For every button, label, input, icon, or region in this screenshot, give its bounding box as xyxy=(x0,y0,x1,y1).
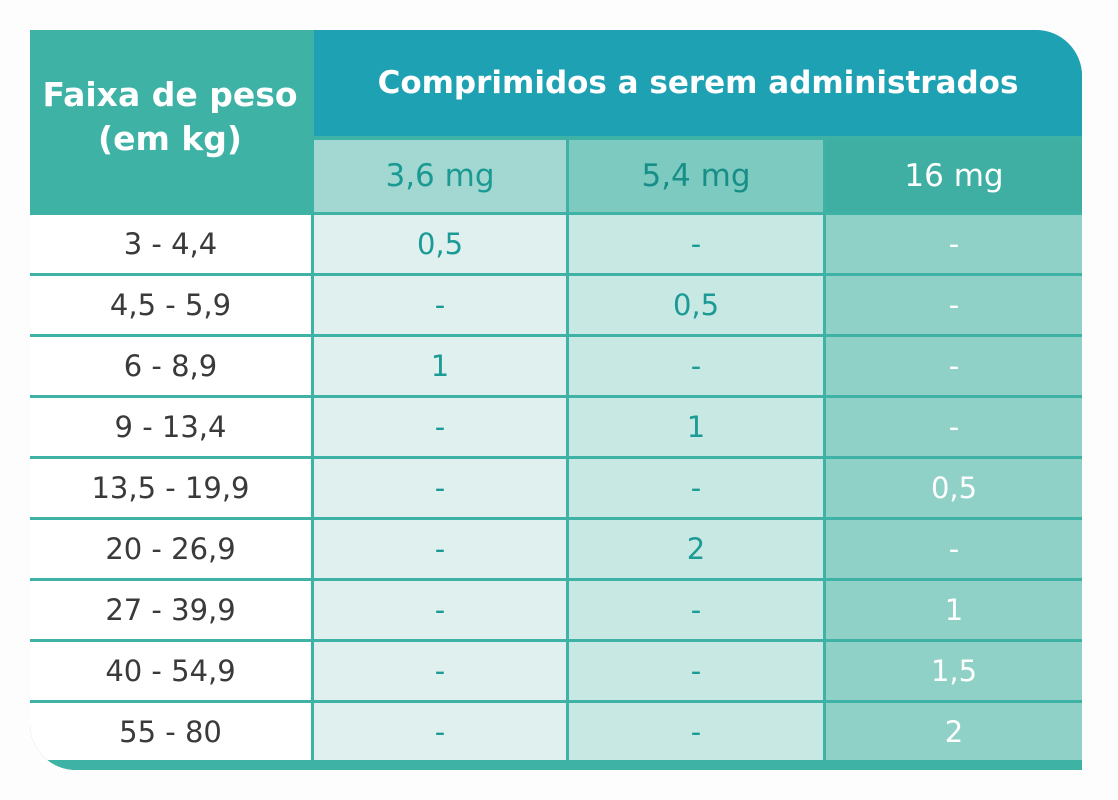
table-row: 20 - 26,9 - 2 - xyxy=(30,520,1082,578)
weight-range-cell: 20 - 26,9 xyxy=(30,520,311,578)
dose-cell-3-6mg: - xyxy=(314,459,566,517)
table-row: 3 - 4,4 0,5 - - xyxy=(30,215,1082,273)
dose-cell-16mg: - xyxy=(826,276,1082,334)
dose-cell-5-4mg: 2 xyxy=(569,520,823,578)
table-row: 13,5 - 19,9 - - 0,5 xyxy=(30,459,1082,517)
table-row: 55 - 80 - - 2 xyxy=(30,703,1082,761)
dose-cell-3-6mg: - xyxy=(314,642,566,700)
dose-cell-16mg: 1,5 xyxy=(826,642,1082,700)
weight-header-line1: Faixa de peso xyxy=(42,75,298,114)
dose-cell-16mg: - xyxy=(826,215,1082,273)
weight-range-cell: 13,5 - 19,9 xyxy=(30,459,311,517)
dose-cell-3-6mg: - xyxy=(314,276,566,334)
weight-range-cell: 3 - 4,4 xyxy=(30,215,311,273)
table-body: 3 - 4,4 0,5 - - 4,5 - 5,9 - 0,5 - 6 - 8,… xyxy=(30,215,1082,761)
dose-cell-3-6mg: - xyxy=(314,520,566,578)
table-row: 27 - 39,9 - - 1 xyxy=(30,581,1082,639)
dose-header-5-4mg: 5,4 mg xyxy=(569,140,823,212)
table-bottom-border xyxy=(30,760,1082,770)
table-row: 9 - 13,4 - 1 - xyxy=(30,398,1082,456)
dose-cell-5-4mg: - xyxy=(569,337,823,395)
dose-cell-5-4mg: - xyxy=(569,581,823,639)
dose-cell-16mg: - xyxy=(826,337,1082,395)
weight-range-header: Faixa de peso (em kg) xyxy=(30,30,310,212)
dose-cell-3-6mg: - xyxy=(314,581,566,639)
dose-cell-16mg: 2 xyxy=(826,703,1082,761)
table-row: 40 - 54,9 - - 1,5 xyxy=(30,642,1082,700)
dose-cell-16mg: 1 xyxy=(826,581,1082,639)
dose-cell-3-6mg: - xyxy=(314,703,566,761)
weight-range-cell: 6 - 8,9 xyxy=(30,337,311,395)
dose-cell-3-6mg: 0,5 xyxy=(314,215,566,273)
table-row: 6 - 8,9 1 - - xyxy=(30,337,1082,395)
dose-cell-5-4mg: 0,5 xyxy=(569,276,823,334)
weight-range-cell: 9 - 13,4 xyxy=(30,398,311,456)
dose-cell-5-4mg: - xyxy=(569,642,823,700)
dose-cell-5-4mg: 1 xyxy=(569,398,823,456)
dose-cell-5-4mg: - xyxy=(569,459,823,517)
dose-cell-16mg: 0,5 xyxy=(826,459,1082,517)
dose-cell-3-6mg: 1 xyxy=(314,337,566,395)
weight-header-line2: (em kg) xyxy=(98,119,242,158)
dosage-table: Faixa de peso (em kg) Comprimidos a sere… xyxy=(30,30,1082,770)
weight-range-cell: 27 - 39,9 xyxy=(30,581,311,639)
dose-cell-5-4mg: - xyxy=(569,215,823,273)
dose-cell-5-4mg: - xyxy=(569,703,823,761)
dose-header-3-6mg: 3,6 mg xyxy=(314,140,566,212)
weight-range-cell: 4,5 - 5,9 xyxy=(30,276,311,334)
weight-range-cell: 40 - 54,9 xyxy=(30,642,311,700)
tablets-header: Comprimidos a serem administrados xyxy=(314,30,1082,136)
table-row: 4,5 - 5,9 - 0,5 - xyxy=(30,276,1082,334)
dose-cell-16mg: - xyxy=(826,398,1082,456)
dose-cell-3-6mg: - xyxy=(314,398,566,456)
weight-range-cell: 55 - 80 xyxy=(30,703,311,761)
dose-cell-16mg: - xyxy=(826,520,1082,578)
dose-header-16mg: 16 mg xyxy=(826,140,1082,212)
